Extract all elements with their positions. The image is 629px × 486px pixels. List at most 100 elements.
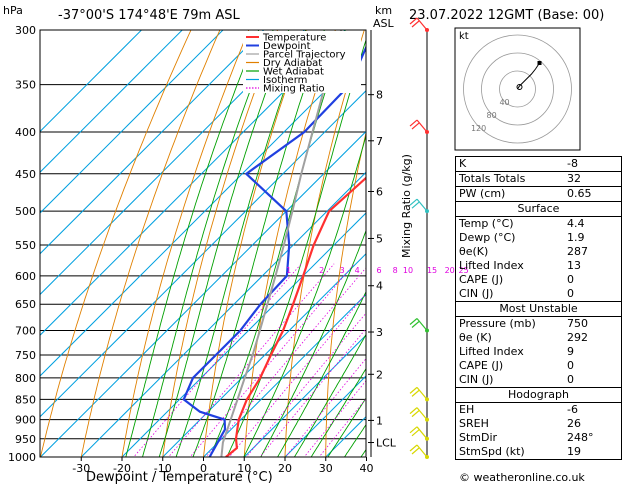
index-row: Lifted Index 13 — [456, 259, 621, 273]
x-tick-label: -30 — [72, 462, 90, 475]
index-row: EH -6 — [456, 403, 621, 417]
mixing-ratio-line — [133, 263, 302, 457]
barb-flag — [411, 201, 420, 209]
barb-flag — [411, 447, 420, 455]
barb-staff — [416, 318, 428, 331]
barb-flag — [409, 426, 418, 434]
index-value: 19 — [567, 445, 581, 458]
index-row: StmDir 248° — [456, 431, 621, 445]
index-value: 26 — [567, 417, 581, 430]
km-tick-label: 7 — [376, 135, 383, 148]
pressure-tick-label: 1000 — [8, 451, 36, 464]
index-label: CIN (J) — [459, 373, 494, 386]
index-label: CAPE (J) — [459, 359, 504, 372]
series-line — [225, 176, 366, 457]
wind-barb — [409, 386, 429, 402]
index-label: Lifted Index — [459, 345, 524, 358]
index-row: CIN (J) 0 — [456, 287, 621, 301]
wet-adiabat-line — [343, 423, 366, 457]
pressure-tick-label: 550 — [15, 239, 36, 252]
isotherm-line — [40, 90, 366, 418]
hpa-label: hPa — [3, 4, 23, 17]
index-label: Totals Totals — [459, 172, 526, 185]
hodograph-table-title: Hodograph — [456, 387, 621, 402]
wet-adiabat-line — [226, 38, 366, 457]
km-tick-label: 8 — [376, 89, 383, 102]
barb-staff — [416, 444, 428, 458]
wind-barb — [409, 444, 429, 459]
wet-adiabat-line — [142, 30, 274, 457]
index-row: θe (K) 292 — [456, 331, 621, 345]
wet-adiabat-line — [293, 333, 366, 457]
barb-staff — [416, 17, 428, 31]
legend-label: Dry Adiabat — [263, 58, 322, 69]
index-row: Totals Totals 32 — [456, 171, 621, 186]
mixing-ratio-label: 10 — [403, 266, 413, 275]
index-value: 4.4 — [567, 217, 585, 230]
hodograph-ring-label: 120 — [471, 124, 486, 133]
mixing-ratio-label: 25 — [459, 266, 469, 275]
barb-flag — [409, 119, 418, 127]
isotherm-line — [40, 130, 366, 457]
km-tick-label: 5 — [376, 232, 383, 245]
barb-dot — [425, 397, 429, 402]
isotherm-line — [40, 30, 143, 133]
legend-label: Parcel Trajectory — [263, 50, 346, 61]
index-row: K -8 — [456, 157, 621, 171]
wet-adiabat-line — [243, 134, 366, 457]
index-label: Lifted Index — [459, 259, 524, 272]
index-row: SREH 26 — [456, 417, 621, 431]
mixing-ratio-label: 4 — [355, 266, 360, 275]
km-tick-label: 3 — [376, 326, 383, 339]
index-label: StmDir — [459, 431, 498, 444]
dry-adiabat-line — [80, 30, 221, 457]
series-line — [220, 30, 343, 457]
barb-dot — [425, 328, 429, 333]
index-value: 0 — [567, 359, 574, 372]
wind-barb — [409, 407, 429, 422]
index-row: Pressure (mb) 750 — [456, 317, 621, 331]
legend-label: Mixing Ratio — [263, 84, 325, 95]
index-label: Dewp (°C) — [459, 231, 516, 244]
isotherm-line — [284, 375, 366, 457]
index-label: θe (K) — [459, 331, 492, 344]
dry-adiabat-line — [40, 30, 192, 457]
barb-dot — [425, 209, 429, 214]
pressure-tick-label: 700 — [15, 325, 36, 338]
dry-adiabat-line — [325, 130, 366, 457]
index-label: Temp (°C) — [459, 217, 514, 230]
index-value: 248° — [567, 431, 594, 444]
index-row: θe(K) 287 — [456, 245, 621, 259]
dry-adiabat-line — [121, 30, 250, 457]
index-value: 32 — [567, 172, 581, 185]
barb-flag — [409, 386, 418, 394]
wind-barb — [409, 318, 429, 333]
barb-flag — [409, 318, 418, 325]
hodograph-storm-motion — [516, 84, 523, 90]
dry-adiabat-line — [284, 30, 365, 457]
index-label: CIN (J) — [459, 287, 494, 300]
mixing-ratio-line — [245, 312, 366, 457]
barb-staff — [416, 386, 428, 400]
pressure-tick-label: 900 — [15, 414, 36, 427]
background-lines — [40, 30, 366, 457]
index-row: Dewp (°C) 1.9 — [456, 231, 621, 245]
axes: 1 2 3 4 6 8 10 15 20 2530035040045050055060065070… — [8, 24, 469, 475]
mixing-ratio-label: 8 — [393, 266, 398, 275]
mixing-ratio-line — [167, 263, 335, 457]
index-value: 292 — [567, 331, 588, 344]
mixing-ratio-axis-label: Mixing Ratio (g/kg) — [400, 154, 413, 258]
isotherm-line — [40, 30, 265, 255]
mixing-ratio-label: 2 — [319, 266, 324, 275]
mixing-ratio-line — [284, 357, 366, 457]
index-row: StmSpd (kt) 19 — [456, 445, 621, 459]
barb-flag — [409, 17, 418, 25]
barb-dot — [425, 28, 429, 32]
surface-title: Surface — [456, 201, 621, 216]
x-tick-label: 20 — [278, 462, 292, 475]
isotherm-line — [121, 212, 366, 457]
wet-adiabat-line — [175, 30, 307, 457]
x-tick-label: 30 — [319, 462, 333, 475]
x-tick-label: 10 — [237, 462, 251, 475]
